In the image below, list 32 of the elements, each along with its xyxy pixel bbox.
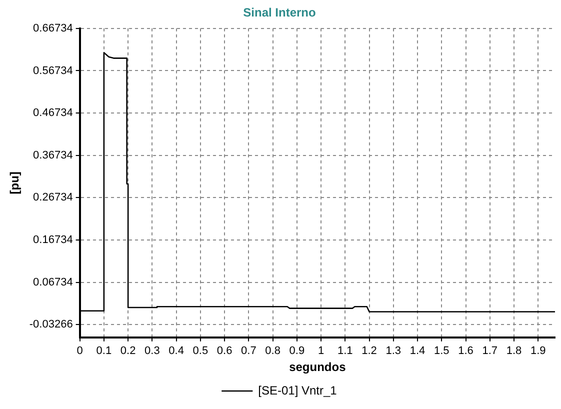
x-tick-label: 0.9 bbox=[289, 345, 305, 358]
x-axis-title: segundos bbox=[289, 360, 346, 374]
y-tick-label: 0.36734 bbox=[33, 149, 73, 162]
x-tick-label: 1.3 bbox=[386, 345, 402, 358]
x-tick-label: 1.9 bbox=[530, 345, 546, 358]
x-tick-label: 0.6 bbox=[216, 345, 232, 358]
x-tick-label: 0.2 bbox=[120, 345, 136, 358]
y-tick-label: 0.06734 bbox=[33, 276, 73, 288]
x-tick-label: 0.7 bbox=[241, 345, 256, 358]
x-tick-label: 1.2 bbox=[362, 345, 377, 358]
x-tick-label: 0.4 bbox=[168, 345, 184, 358]
x-tick-label: 0.1 bbox=[96, 345, 112, 358]
x-tick-label: 0 bbox=[76, 345, 83, 358]
x-tick-label: 0.3 bbox=[144, 345, 160, 358]
y-tick-label: 0.66734 bbox=[33, 22, 73, 34]
x-tick-label: 1.1 bbox=[338, 345, 353, 358]
x-tick-label: 1.5 bbox=[434, 345, 450, 358]
y-tick-label: -0.03266 bbox=[29, 318, 73, 331]
x-tick-label: 1.4 bbox=[410, 345, 426, 358]
x-tick-label: 1.8 bbox=[506, 345, 522, 358]
y-axis-title: [pu] bbox=[8, 172, 22, 194]
y-tick-label: 0.26734 bbox=[33, 192, 73, 204]
x-tick-label: 1.7 bbox=[482, 345, 498, 358]
x-tick-label: 1.6 bbox=[458, 345, 474, 358]
y-tick-label: 0.16734 bbox=[33, 234, 73, 246]
chart-title: Sinal Interno bbox=[243, 6, 316, 20]
x-tick-label: 1 bbox=[318, 345, 324, 358]
x-tick-label: 0.8 bbox=[265, 345, 280, 358]
y-tick-label: 0.46734 bbox=[33, 107, 73, 120]
y-tick-label: 0.56734 bbox=[33, 64, 73, 77]
x-tick-label: 0.5 bbox=[192, 345, 208, 358]
legend-label: [SE-01] Vntr_1 bbox=[258, 383, 338, 398]
